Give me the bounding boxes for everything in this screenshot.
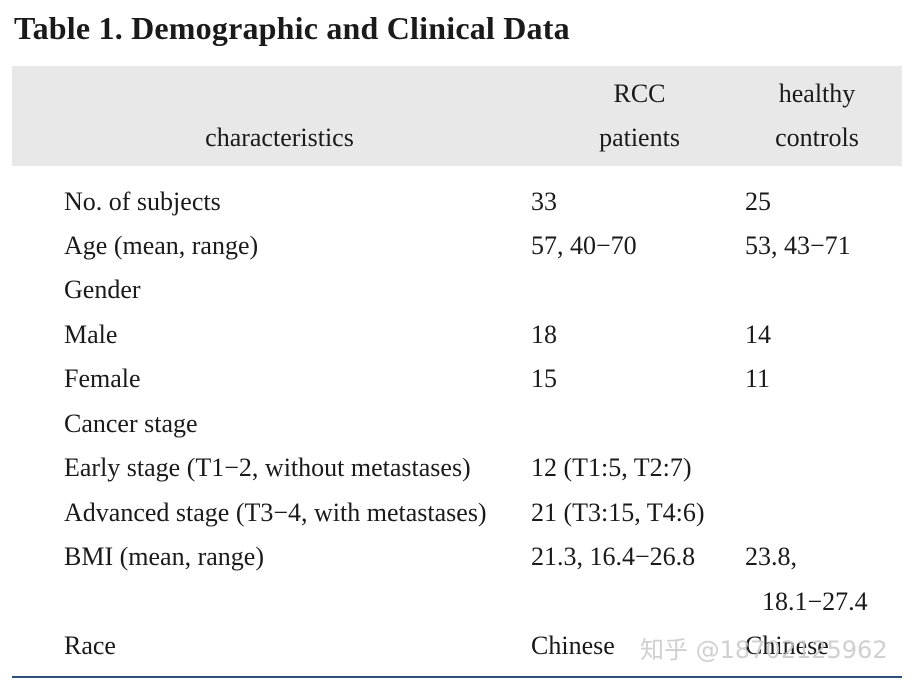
row-healthy-value: Chinese (745, 631, 829, 660)
table-row: Age (mean, range) 57, 40−70 53, 43−71 (0, 224, 923, 268)
table-title: Table 1. Demographic and Clinical Data (14, 10, 570, 46)
row-rcc-value: 33 (531, 187, 557, 216)
table-row: Male 18 14 (0, 313, 923, 357)
row-rcc-value: Chinese (531, 631, 615, 660)
header-rcc-line1: RCC (613, 79, 666, 108)
row-rcc-value: 12 (T1:5, T2:7) (531, 453, 692, 482)
row-healthy-value: 25 (745, 187, 771, 216)
row-label: Age (mean, range) (64, 231, 259, 260)
row-rcc-value: 21 (T3:15, T4:6) (531, 498, 705, 527)
header-healthy-line1: healthy (778, 79, 856, 108)
row-label: Cancer stage (64, 409, 198, 438)
watermark: 知乎 @18702125962 (640, 636, 888, 664)
row-rcc-value: 57, 40−70 (531, 231, 637, 260)
table-bottom-rule (12, 676, 902, 678)
row-label: No. of subjects (64, 187, 221, 216)
table-row: Advanced stage (T3−4, with metastases) 2… (0, 491, 923, 535)
table-row: 18.1−27.4 (0, 580, 923, 624)
table-row: No. of subjects 33 25 (0, 180, 923, 224)
table-row: Female 15 11 (0, 357, 923, 401)
row-rcc-value: 15 (531, 364, 557, 393)
row-label: BMI (mean, range) (64, 542, 264, 571)
table-row: Early stage (T1−2, without metastases) 1… (0, 446, 923, 490)
row-label: Advanced stage (T3−4, with metastases) (64, 498, 487, 527)
table-row: Cancer stage (0, 402, 923, 446)
table-row: Gender (0, 268, 923, 312)
table-row: BMI (mean, range) 21.3, 16.4−26.8 23.8, (0, 535, 923, 579)
row-label: Female (64, 364, 141, 393)
header-characteristics: characteristics (205, 123, 354, 152)
row-rcc-value: 18 (531, 320, 557, 349)
row-label: Race (64, 631, 116, 660)
header-rcc-patients: RCC patients (547, 72, 732, 160)
row-healthy-value: 14 (745, 320, 771, 349)
row-label: Gender (64, 275, 141, 304)
header-healthy-controls: healthy controls (732, 72, 902, 160)
row-label: Male (64, 320, 118, 349)
row-rcc-value: 21.3, 16.4−26.8 (531, 542, 696, 571)
row-healthy-value: 11 (745, 364, 771, 393)
row-healthy-value: 23.8, (745, 542, 797, 571)
table-header: characteristics RCC patients healthy con… (12, 66, 902, 166)
row-label: Early stage (T1−2, without metastases) (64, 453, 471, 482)
header-rcc-line2: patients (599, 123, 680, 152)
row-healthy-value: 18.1−27.4 (762, 587, 868, 616)
row-healthy-value: 53, 43−71 (745, 231, 851, 260)
header-healthy-line2: controls (775, 123, 859, 152)
table-row: Race Chinese Chinese (0, 624, 923, 668)
